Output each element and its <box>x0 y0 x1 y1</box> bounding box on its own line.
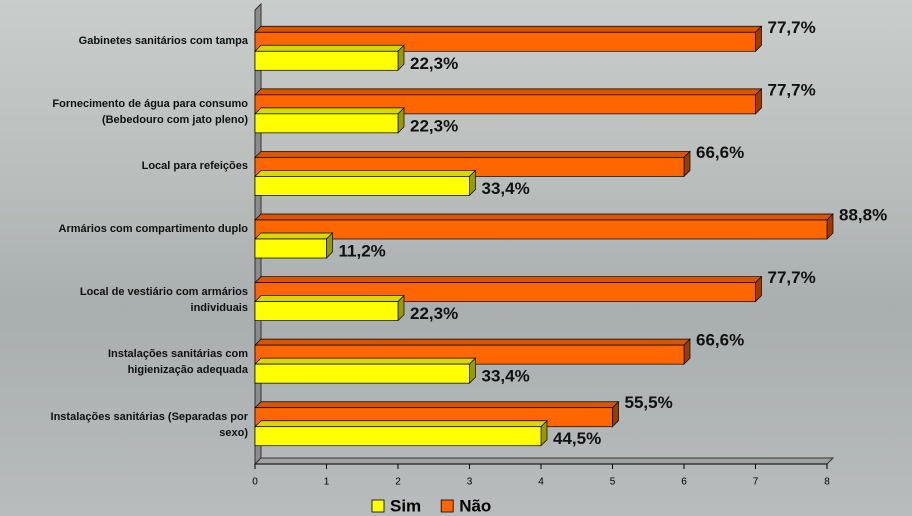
bar-top <box>255 214 833 220</box>
bar-front <box>255 51 398 70</box>
category-label: Armários com compartimento duplo <box>48 221 248 237</box>
category-label: Instalações sanitárias (Separadas por se… <box>48 409 248 441</box>
category-label: Local de vestiário com armários individu… <box>48 284 248 316</box>
bar-front <box>255 220 827 239</box>
value-label: 77,7% <box>768 268 816 287</box>
bar-top <box>255 421 547 427</box>
value-label: 77,7% <box>768 80 816 99</box>
bar-front <box>255 239 327 258</box>
value-label: 33,4% <box>482 179 530 198</box>
bar-top <box>255 170 476 176</box>
value-label: 66,6% <box>696 143 744 162</box>
x-tick-label: 5 <box>610 477 616 488</box>
bar-top <box>255 89 762 95</box>
bar-front <box>255 176 470 195</box>
bar <box>255 45 404 70</box>
bar-top <box>255 108 404 114</box>
bar-top <box>255 296 404 302</box>
floor <box>255 458 833 464</box>
bar-top <box>255 339 690 345</box>
bar <box>255 214 833 239</box>
bar-front <box>255 302 398 321</box>
bar-front <box>255 114 398 133</box>
value-label: 88,8% <box>839 205 887 224</box>
value-label: 66,6% <box>696 331 744 350</box>
legend-swatch <box>441 500 453 512</box>
value-label: 22,3% <box>410 304 458 323</box>
legend-label: Sim <box>390 496 421 515</box>
bar-front <box>255 427 541 446</box>
legend-swatch <box>372 500 384 512</box>
value-label: 33,4% <box>482 367 530 386</box>
value-label: 22,3% <box>410 54 458 73</box>
bar <box>255 170 476 195</box>
bar-top <box>255 26 762 32</box>
bar-top <box>255 45 404 51</box>
x-tick-label: 4 <box>538 477 544 488</box>
x-tick-label: 1 <box>324 477 330 488</box>
bar <box>255 108 404 133</box>
bar-top <box>255 277 762 283</box>
value-label: 77,7% <box>768 18 816 37</box>
bar-top <box>255 233 333 239</box>
x-tick-label: 2 <box>395 477 401 488</box>
value-label: 55,5% <box>625 393 673 412</box>
legend-label: Não <box>459 496 491 515</box>
value-label: 22,3% <box>410 116 458 135</box>
bar-front <box>255 364 470 383</box>
x-tick-label: 6 <box>681 477 687 488</box>
x-tick-label: 0 <box>252 477 258 488</box>
x-tick-label: 3 <box>467 477 473 488</box>
bar-top <box>255 151 690 157</box>
category-label: Fornecimento de água para consumo (Bebed… <box>48 96 248 128</box>
value-label: 11,2% <box>339 241 386 260</box>
category-label: Instalações sanitárias com higienização … <box>48 346 248 378</box>
category-label: Local para refeições <box>48 158 248 174</box>
x-tick-label: 7 <box>753 477 759 488</box>
bar-top <box>255 402 619 408</box>
bar <box>255 421 547 446</box>
chart-container: 0 1 2 3 4 5 6 7 8 77,7% 22,3% 77,7% 22,3% 66,6% 33,4% 8… <box>0 0 912 516</box>
x-tick-label: 8 <box>824 477 830 488</box>
bar <box>255 358 476 383</box>
value-label: 44,5% <box>553 429 601 448</box>
bar-top <box>255 358 476 364</box>
bar <box>255 296 404 321</box>
category-label: Gabinetes sanitários com tampa <box>48 33 248 49</box>
bar <box>255 233 333 258</box>
